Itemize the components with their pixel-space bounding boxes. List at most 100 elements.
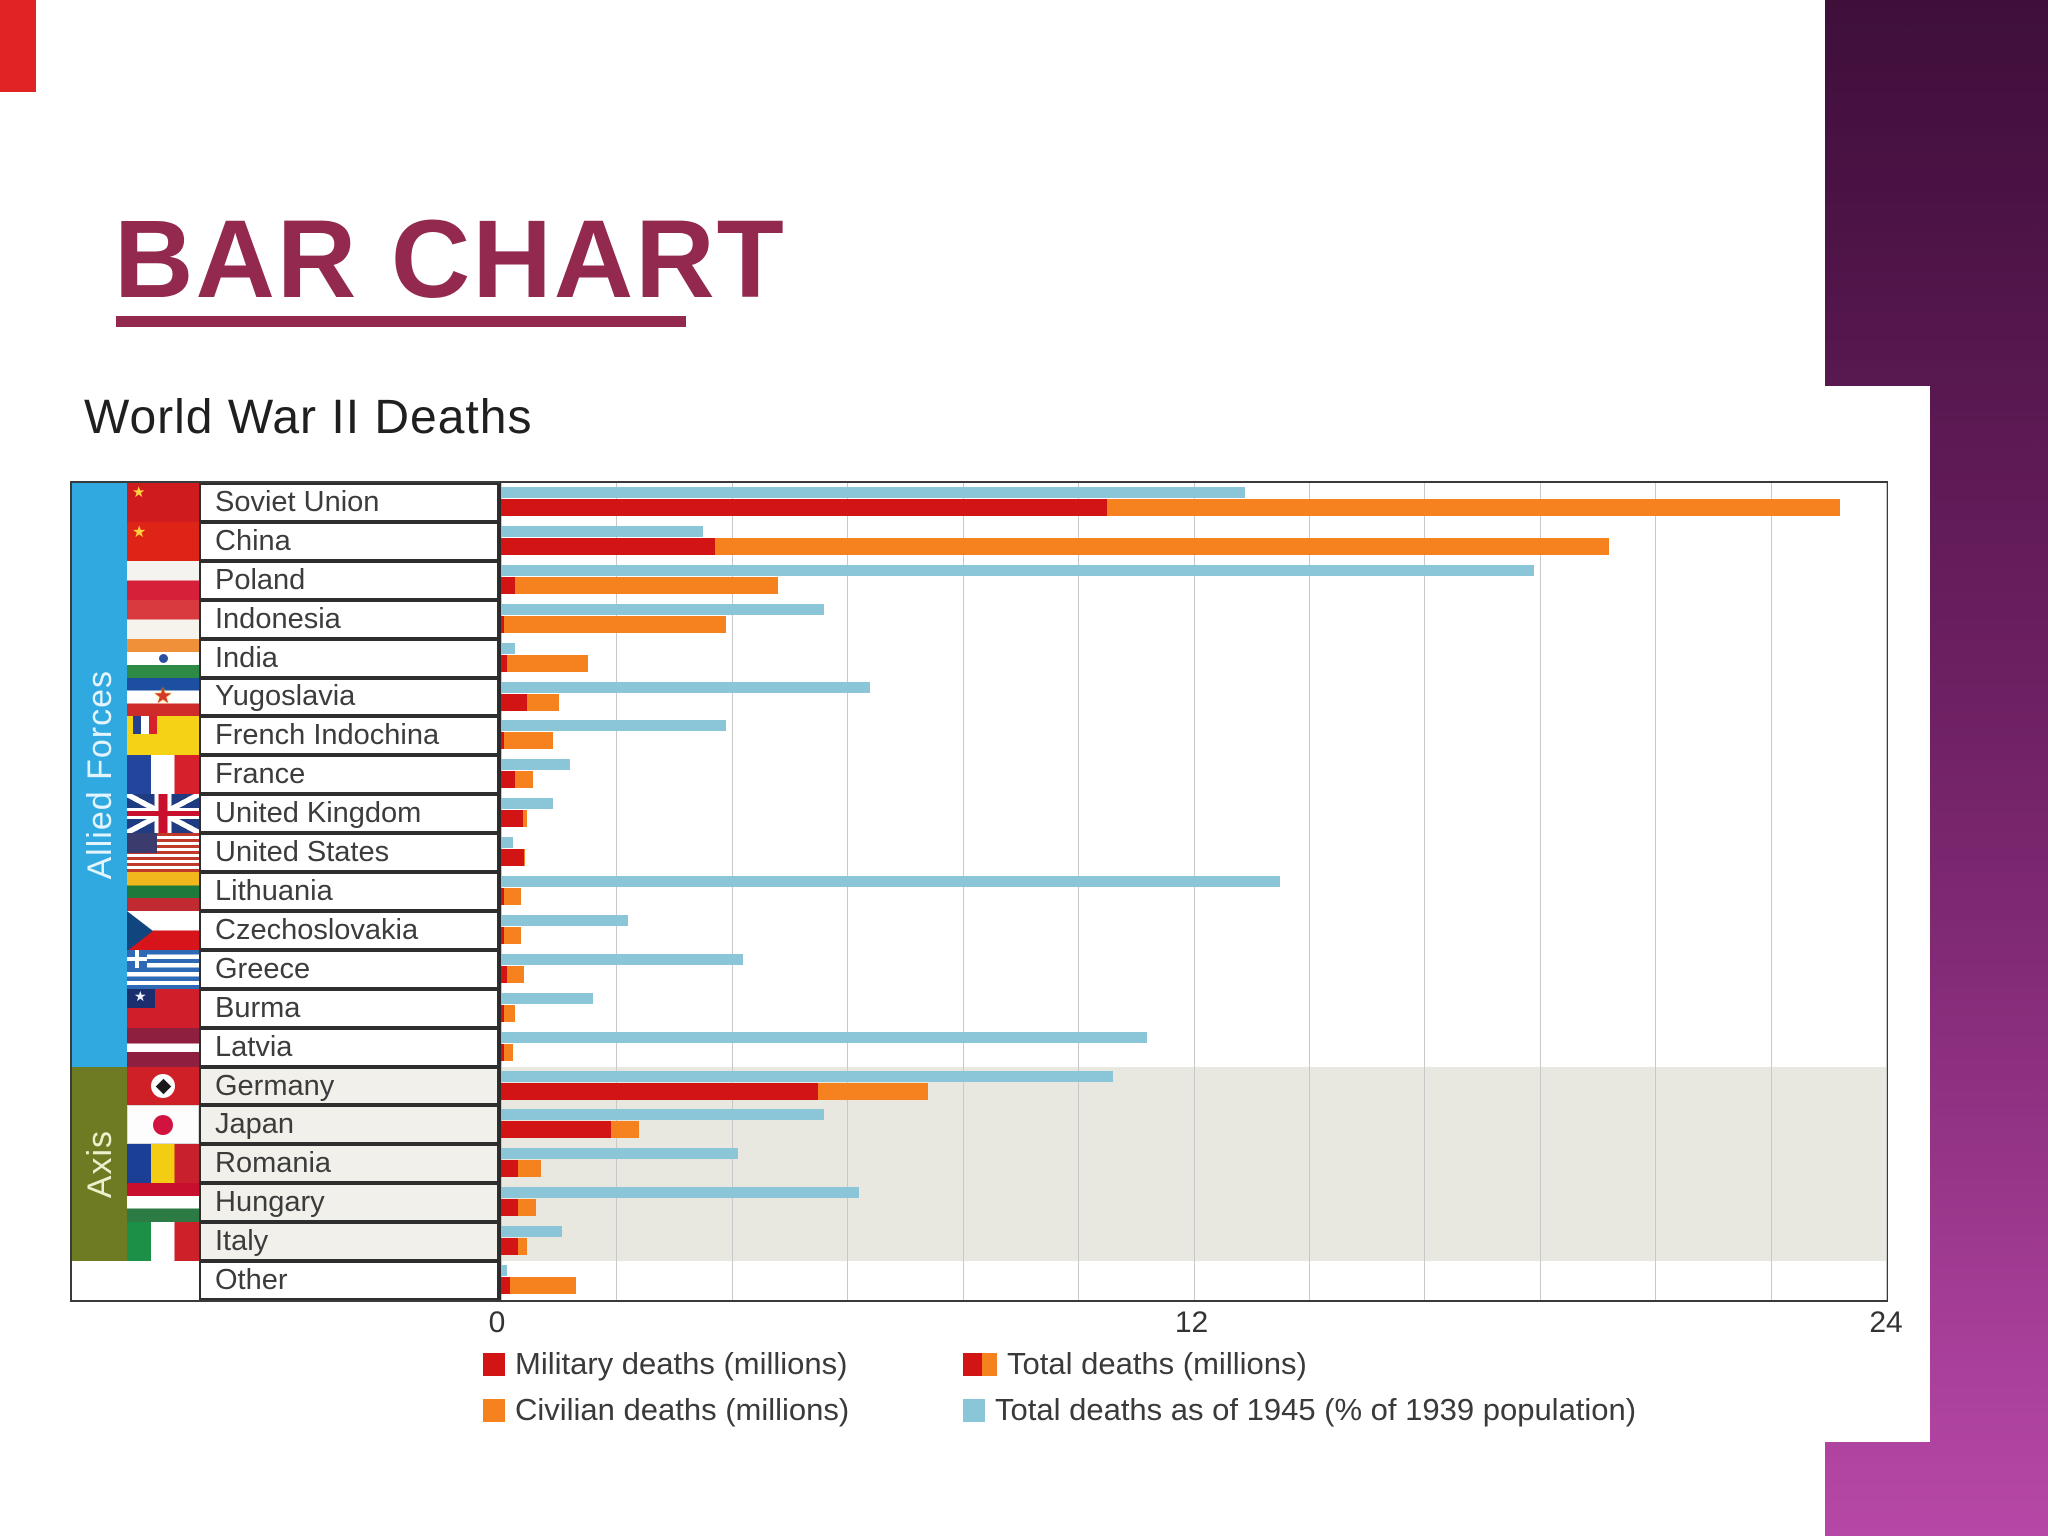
military-bar-segment [501,849,525,867]
military-bar-segment [501,1004,504,1022]
military-bar-segment [501,693,527,711]
country-label-text: United States [215,836,390,869]
country-label: Yugoslavia [199,677,499,717]
total-deaths-bar [501,537,1886,555]
civilian-bar-segment [522,810,527,828]
flag-cell-other [127,1261,199,1300]
flag-cell-soviet-union [127,483,199,522]
flag-burma-icon [127,988,199,1028]
group-band-axis: Axis [72,1066,127,1262]
x-tick-24: 24 [1869,1306,1903,1339]
legend-swatch [963,1352,997,1376]
civilian-bar-segment [518,1160,542,1178]
flag-none-icon [127,1261,199,1300]
total-deaths-bar [501,1121,1886,1139]
military-bar-segment [501,810,523,828]
pct-population-bar [501,1070,1113,1082]
civilian-bar-segment [526,693,559,711]
flag-cell-india [127,638,199,678]
gridline-2 [616,483,618,1300]
country-label-text: Japan [215,1108,295,1141]
military-bar-segment [501,1199,519,1217]
flag-france-icon [127,755,199,795]
flag-hungary-icon [127,1183,199,1223]
flag-latvia-icon [127,1027,199,1067]
gridline-14 [1308,483,1310,1300]
bar-row-burma [501,989,1886,1028]
total-deaths-bar [501,732,1886,750]
total-deaths-bar [501,654,1886,672]
total-deaths-bar [501,576,1886,594]
country-label: Lithuania [199,872,499,911]
group-band-allied-forces: Allied Forces [72,483,127,1067]
total-deaths-bar [501,926,1886,944]
legend-label: Total deaths (millions) [1007,1346,1307,1381]
country-label-text: Other [215,1264,288,1297]
country-label: Germany [199,1066,499,1106]
bar-row-latvia [501,1028,1886,1067]
gridline-12 [1193,483,1195,1300]
flag-yugoslavia-icon [127,677,199,717]
civilian-bar-segment [503,1043,513,1061]
corner-red-mark [0,0,36,92]
flag-cell-united-kingdom [127,794,199,834]
gridline-6 [847,483,849,1300]
flag-cell-lithuania [127,872,199,911]
x-tick-0: 0 [488,1306,506,1339]
civilian-bar-segment [515,771,533,789]
country-label: France [199,755,499,795]
x-tick-12: 12 [1174,1306,1209,1339]
pct-population-bar [501,603,825,615]
bar-row-lithuania [501,872,1886,911]
bar-row-yugoslavia [501,678,1886,717]
flag-cell-yugoslavia [127,677,199,717]
flag-czechoslovakia-icon [127,910,199,950]
total-deaths-bar [501,1277,1886,1295]
total-deaths-bar [501,1238,1886,1256]
group-band-column: Allied Forces Axis [72,483,127,1300]
gridline-24 [1886,483,1887,1300]
country-label-text: Hungary [215,1186,325,1219]
country-label-column: Soviet Union China Poland Indonesia India Yug… [199,483,499,1300]
legend-label: Total deaths as of 1945 (% of 1939 popul… [995,1392,1637,1427]
pct-population-bar [501,876,1281,888]
country-label: Hungary [199,1183,499,1223]
country-label: Italy [199,1222,499,1262]
bar-row-france [501,755,1886,794]
military-bar-segment [501,1160,519,1178]
civilian-bar-segment [714,537,1609,555]
flag-cell-china [127,521,199,561]
pct-population-bar [501,681,871,693]
pct-population-bar [501,953,744,965]
military-bar-segment [501,1238,519,1256]
flag-lithuania-icon [127,872,199,911]
legend-item-total-deaths-millions-: Total deaths (millions) [963,1346,1636,1382]
legend-item-military-deaths-millions-: Military deaths (millions) [483,1346,963,1382]
bar-row-italy [501,1222,1886,1261]
gridline-22 [1770,483,1772,1300]
pct-population-bar [501,487,1246,498]
pct-population-bar [501,642,516,654]
total-deaths-bar [501,1043,1886,1061]
bar-row-romania [501,1144,1886,1183]
x-axis-ticks: 0 12 24 [489,1306,1903,1342]
flag-italy-icon [127,1222,199,1262]
flag-united-kingdom-icon [127,794,199,834]
flag-cell-united-states [127,833,199,873]
chart-frame: Allied Forces Axis Soviet Union China Polan… [70,481,1888,1302]
military-bar-segment [501,1121,611,1139]
country-label: French Indochina [199,716,499,756]
bar-row-french-indochina [501,716,1886,755]
flag-cell-czechoslovakia [127,910,199,950]
civilian-bar-segment [818,1082,929,1100]
country-label-text: Burma [215,991,301,1024]
country-label: Other [199,1261,499,1300]
military-bar-segment [501,576,516,594]
pct-population-bar [501,992,594,1004]
country-label-text: France [215,758,306,791]
civilian-bar-segment [1106,499,1840,516]
legend: Military deaths (millions) Civilian death… [483,1346,1636,1428]
military-bar-segment [501,499,1107,516]
civilian-bar-segment [518,1199,536,1217]
pct-population-bar [501,1226,562,1238]
